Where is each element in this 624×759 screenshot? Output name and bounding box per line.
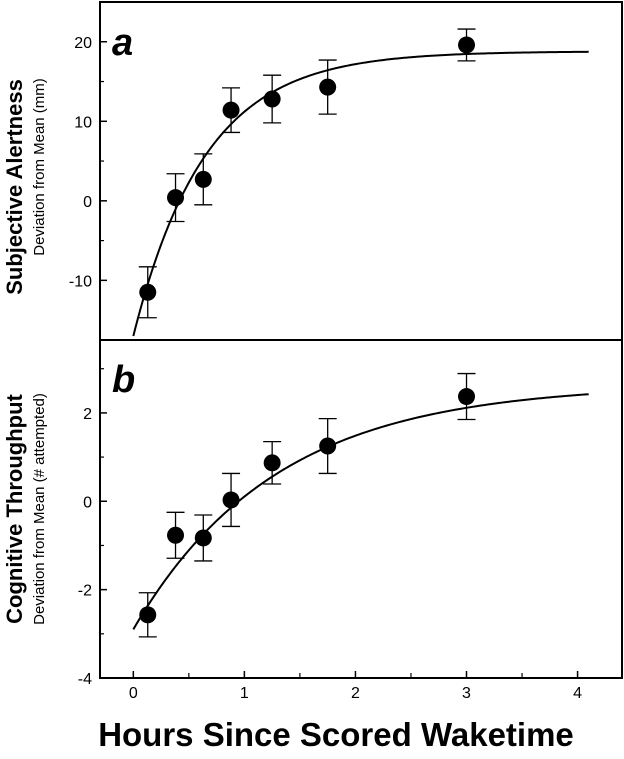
panel-b-marks bbox=[132, 372, 589, 638]
panel-a-data-point bbox=[167, 189, 185, 207]
x-tick-label: 2 bbox=[351, 685, 360, 702]
panel-a-ytick-label: 0 bbox=[83, 194, 92, 211]
panel-a-ylabel: Subjective Alertness bbox=[2, 79, 27, 295]
panel-b-y-ticks: -4 -2 0 2 bbox=[78, 368, 107, 688]
panel-a-ytick-label: -10 bbox=[69, 273, 92, 290]
panel-b-data-point bbox=[167, 526, 185, 544]
panel-b-ytick-label: 0 bbox=[83, 494, 92, 511]
x-axis-label: Hours Since Scored Waketime bbox=[98, 716, 574, 753]
panel-a-ytick-label: 10 bbox=[74, 114, 92, 131]
panel-b-data-point bbox=[458, 388, 476, 406]
panel-b-ytick-label: -4 bbox=[78, 671, 92, 688]
panel-b-ylabel: Cognitive Throughput bbox=[2, 393, 27, 623]
panel-a-marks bbox=[132, 28, 589, 337]
panel-a-fit-curve bbox=[132, 50, 589, 337]
panel-a-ylabel-sub: Deviation from Mean (mm) bbox=[31, 78, 48, 256]
x-tick-label: 1 bbox=[240, 685, 249, 702]
panel-a-ytick-label: 20 bbox=[74, 35, 92, 52]
panel-b-data-point bbox=[319, 437, 337, 455]
panel-b-data-point bbox=[222, 491, 240, 509]
x-tick-label: 0 bbox=[129, 685, 138, 702]
panel-b: b -4 -2 0 2 Cognitive Throughput Deviation … bbox=[2, 359, 589, 688]
panel-b-ytick-label: -2 bbox=[78, 583, 92, 600]
panel-a-data-point bbox=[139, 283, 157, 301]
panel-a-data-point bbox=[458, 36, 476, 54]
panel-a-y-ticks: -10 0 10 20 bbox=[69, 35, 107, 290]
panel-b-data-point bbox=[194, 529, 212, 547]
panel-a-data-point bbox=[222, 101, 240, 119]
x-tick-label: 3 bbox=[462, 685, 471, 702]
panel-b-ylabel-sub: Deviation from Mean (# attempted) bbox=[31, 393, 48, 625]
panel-a-data-point bbox=[194, 170, 212, 188]
panel-b-fit-curve bbox=[132, 393, 589, 630]
panel-a-data-point bbox=[319, 78, 337, 96]
x-tick-label: 4 bbox=[573, 685, 582, 702]
panel-b-letter: b bbox=[112, 359, 135, 401]
panel-b-data-point bbox=[139, 606, 157, 624]
panel-b-data-point bbox=[263, 454, 281, 472]
panel-a: a -10 0 10 20 Subjective Alertness Deviatio… bbox=[2, 22, 589, 337]
panel-a-letter: a bbox=[112, 22, 133, 64]
panel-b-ytick-label: 2 bbox=[83, 406, 92, 423]
panel-a-data-point bbox=[263, 90, 281, 108]
x-axis-ticks: 0 1 2 3 4 bbox=[129, 671, 582, 702]
